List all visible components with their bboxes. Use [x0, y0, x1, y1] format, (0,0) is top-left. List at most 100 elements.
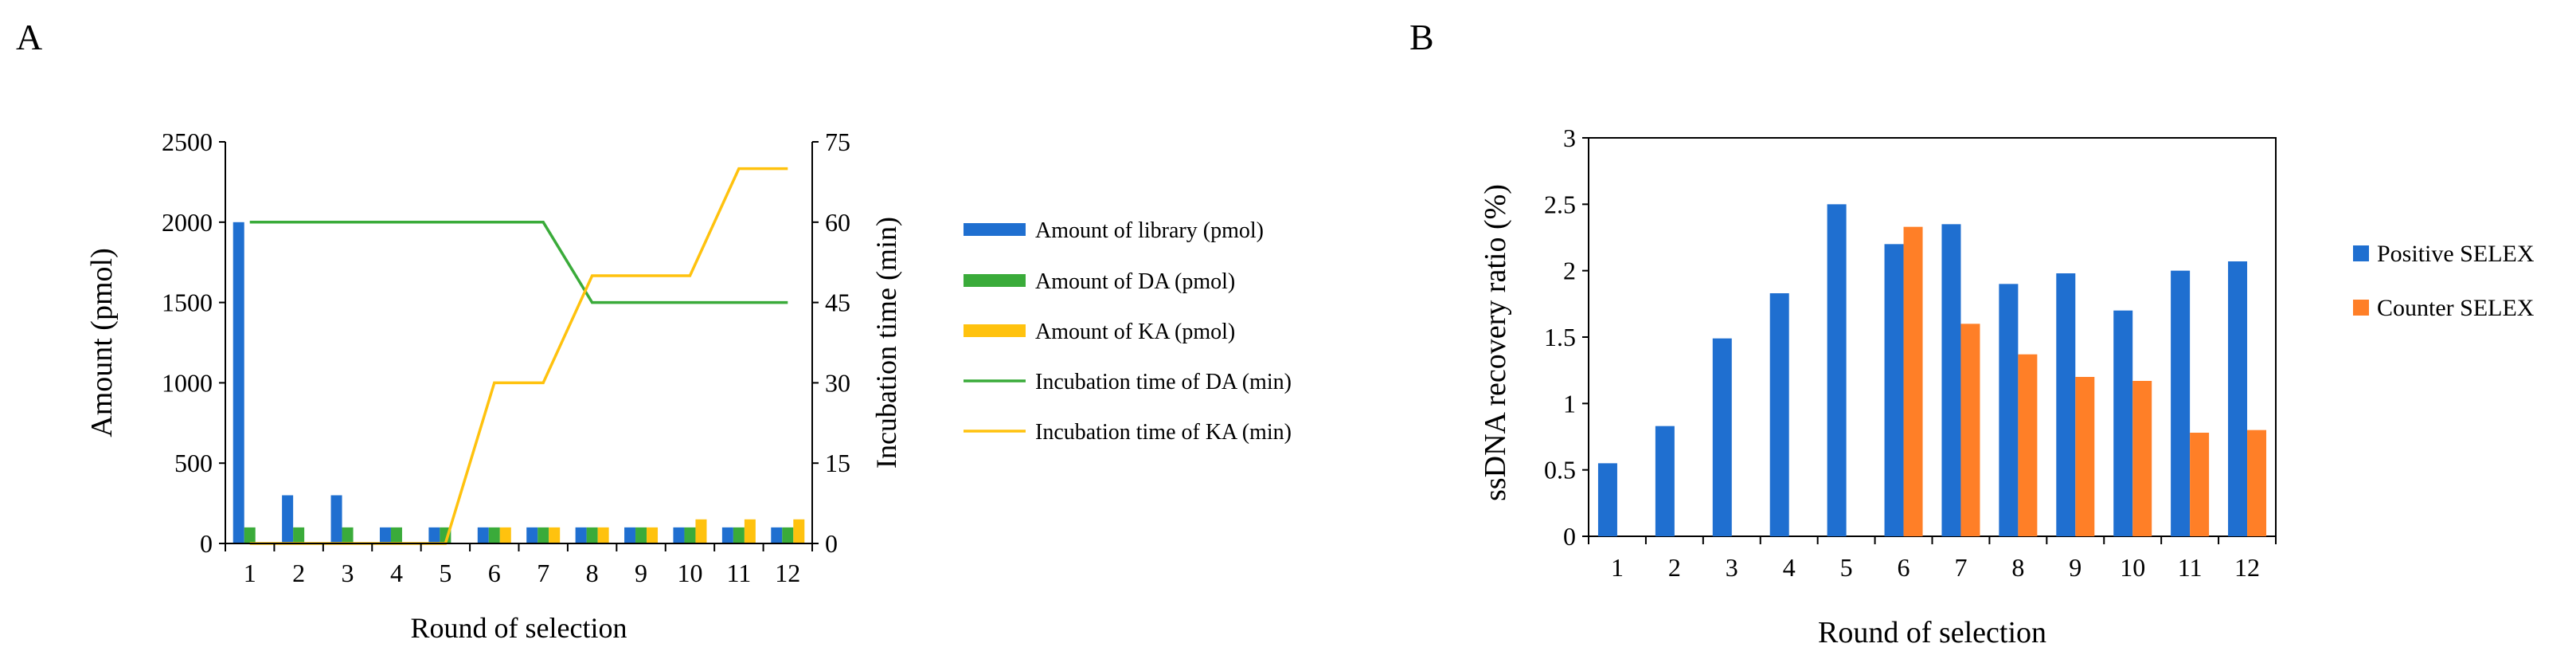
- category-label-a-8: 8: [586, 559, 599, 587]
- bar-a-s0-r3: [330, 495, 342, 543]
- bar-a-s0-r12: [771, 527, 783, 543]
- tick-label-a-yr-0: 0: [825, 529, 838, 558]
- legend-a-label-3: Incubation time of DA (min): [1035, 370, 1292, 394]
- bar-b-s0-r6: [1884, 244, 1904, 536]
- bar-b-s0-r10: [2113, 310, 2133, 536]
- bar-b-s0-r5: [1827, 204, 1847, 536]
- bar-a-s1-r10: [684, 527, 696, 543]
- category-label-a-1: 1: [244, 559, 256, 587]
- category-label-a-2: 2: [292, 559, 305, 587]
- category-label-b-10: 10: [2120, 553, 2145, 582]
- category-label-a-7: 7: [537, 559, 549, 587]
- bar-a-s1-r4: [390, 527, 402, 543]
- bar-a-s2-r9: [647, 527, 659, 543]
- bar-b-s0-r12: [2228, 261, 2248, 536]
- bar-b-s1-r12: [2247, 430, 2267, 536]
- bar-a-s0-r1: [233, 222, 244, 543]
- bar-a-s0-r4: [379, 527, 391, 543]
- bar-b-s1-r10: [2132, 381, 2152, 536]
- bar-a-s0-r7: [526, 527, 538, 543]
- panel-a-label: A: [16, 17, 42, 57]
- legend-b-label-1: Counter SELEX: [2377, 295, 2535, 321]
- bar-a-s2-r10: [695, 519, 707, 543]
- bar-a-s0-r6: [477, 527, 489, 543]
- bar-b-s0-r3: [1712, 338, 1732, 536]
- x-axis-title-a: Round of selection: [411, 612, 627, 644]
- category-label-a-12: 12: [775, 559, 800, 587]
- panel-b-label: B: [1409, 17, 1434, 57]
- bar-b-s1-r7: [1960, 324, 1980, 536]
- category-label-b-3: 3: [1726, 553, 1738, 582]
- bar-a-s1-r1: [244, 527, 256, 543]
- bar-b-s0-r2: [1655, 426, 1675, 536]
- tick-label-a-yl-0: 0: [200, 529, 213, 558]
- bar-a-s2-r7: [549, 527, 561, 543]
- bar-a-s1-r11: [733, 527, 745, 543]
- tick-label-b-y-1: 0.5: [1544, 456, 1576, 484]
- bar-b-s0-r4: [1769, 293, 1789, 536]
- category-label-a-11: 11: [726, 559, 751, 587]
- bar-b-s0-r7: [1941, 224, 1961, 536]
- category-label-a-3: 3: [342, 559, 354, 587]
- bar-a-s0-r8: [575, 527, 587, 543]
- bar-b-s0-r9: [2056, 273, 2076, 536]
- bar-b-s1-r9: [2075, 377, 2095, 536]
- y-axis-title-b: ssDNA recovery ratio (%): [1479, 184, 1512, 501]
- bar-a-s1-r2: [293, 527, 305, 543]
- line-a-s4: [249, 167, 788, 545]
- bar-a-s2-r8: [597, 527, 609, 543]
- category-label-b-2: 2: [1668, 553, 1681, 582]
- tick-label-b-y-0: 0: [1563, 522, 1576, 551]
- category-label-b-6: 6: [1898, 553, 1910, 582]
- legend-a-label-2: Amount of KA (pmol): [1035, 320, 1235, 344]
- tick-label-a-yr-1: 15: [825, 449, 850, 477]
- category-label-a-6: 6: [488, 559, 501, 587]
- category-label-b-9: 9: [2069, 553, 2082, 582]
- y-axis-title-a: Amount (pmol): [85, 248, 119, 437]
- category-label-b-1: 1: [1611, 553, 1624, 582]
- bar-b-s1-r8: [2018, 354, 2038, 536]
- y2-axis-title-a: Incubation time (min): [870, 217, 902, 469]
- legend-a-swatch-0: [964, 223, 1026, 236]
- bar-a-s1-r9: [635, 527, 647, 543]
- category-label-b-12: 12: [2234, 553, 2260, 582]
- tick-label-b-y-6: 3: [1563, 124, 1576, 152]
- tick-label-a-yr-3: 45: [825, 288, 850, 317]
- legend-a-swatch-2: [964, 324, 1026, 337]
- category-label-b-11: 11: [2178, 553, 2203, 582]
- tick-label-a-yr-4: 60: [825, 208, 850, 237]
- category-label-a-4: 4: [390, 559, 403, 587]
- bar-a-s0-r10: [673, 527, 685, 543]
- category-label-b-5: 5: [1840, 553, 1853, 582]
- bar-a-s1-r7: [537, 527, 549, 543]
- bar-b-s1-r6: [1903, 226, 1923, 536]
- bar-b-s0-r8: [1999, 284, 2019, 536]
- tick-label-a-yl-5: 2500: [162, 128, 213, 156]
- x-axis-title-b: Round of selection: [1818, 616, 2046, 649]
- bar-a-s0-r9: [624, 527, 636, 543]
- tick-label-a-yl-4: 2000: [162, 208, 213, 237]
- bar-b-s1-r11: [2190, 433, 2210, 536]
- category-label-b-8: 8: [2011, 553, 2024, 582]
- bar-a-s2-r11: [744, 519, 756, 543]
- bar-a-s2-r6: [499, 527, 511, 543]
- bar-a-s1-r3: [342, 527, 354, 543]
- tick-label-a-yl-2: 1000: [162, 368, 213, 397]
- bar-a-s0-r5: [428, 527, 440, 543]
- line-a-s3: [249, 221, 788, 304]
- legend-b-swatch-0: [2353, 245, 2369, 261]
- category-label-b-7: 7: [1954, 553, 1967, 582]
- bar-a-s1-r6: [488, 527, 500, 543]
- legend-a-label-1: Amount of DA (pmol): [1035, 269, 1235, 294]
- tick-label-a-yl-3: 1500: [162, 288, 213, 317]
- tick-label-a-yl-1: 500: [174, 449, 213, 477]
- bar-a-s0-r11: [721, 527, 733, 543]
- category-label-a-5: 5: [439, 559, 451, 587]
- bar-b-s0-r1: [1597, 463, 1617, 536]
- tick-label-b-y-5: 2.5: [1544, 190, 1576, 218]
- tick-label-a-yr-5: 75: [825, 128, 850, 156]
- legend-a-label-0: Amount of library (pmol): [1035, 218, 1264, 243]
- bar-a-s0-r2: [282, 495, 294, 543]
